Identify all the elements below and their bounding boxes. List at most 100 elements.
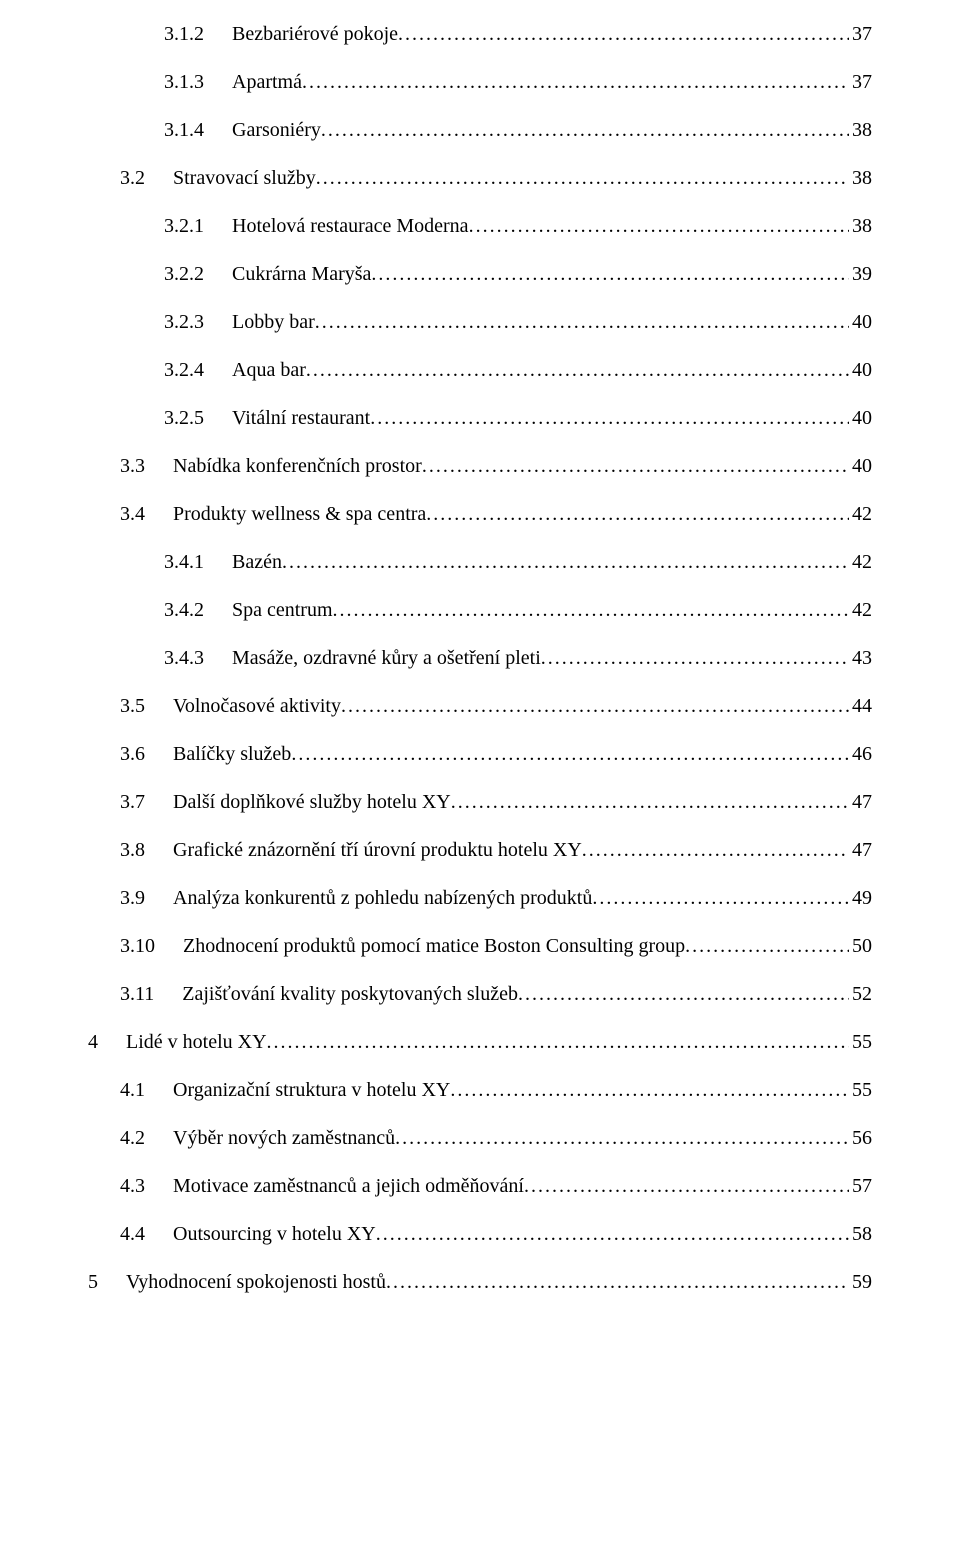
toc-entry: 3.4.3 Masáže, ozdravné kůry a ošetření pl… [88, 648, 872, 668]
toc-entry-title: Nabídka konferenčních prostor [173, 456, 422, 476]
toc-leader-dots [469, 216, 849, 236]
toc-entry-page: 40 [849, 360, 872, 380]
toc-leader-dots [422, 456, 849, 476]
toc-leader-dots [518, 984, 849, 1004]
toc-entry-number: 3.2.2 [164, 264, 204, 284]
toc-leader-dots [333, 600, 849, 620]
toc-entry-page: 52 [849, 984, 872, 1004]
toc-entry: 3.10Zhodnocení produktů pomocí matice Bo… [88, 936, 872, 956]
toc-entry-number: 3.10 [120, 936, 155, 956]
toc-leader-dots [685, 936, 849, 956]
toc-entry-page: 38 [849, 120, 872, 140]
toc-entry-number: 5 [88, 1272, 98, 1292]
toc-entry-page: 47 [849, 792, 872, 812]
toc-entry-title: Apartmá [232, 72, 302, 92]
toc-entry-page: 39 [849, 264, 872, 284]
toc-entry-title: Grafické znázornění tří úrovní produktu … [173, 840, 582, 860]
toc-entry: 4.4 Outsourcing v hotelu XY 58 [88, 1224, 872, 1244]
toc-entry: 3.4 Produkty wellness & spa centra 42 [88, 504, 872, 524]
toc-entry-number: 3.2 [120, 168, 145, 188]
table-of-contents: 3.1.2Bezbariérové pokoje373.1.3Apartmá37… [88, 24, 872, 1320]
toc-entry: 4.1 Organizační struktura v hotelu XY 55 [88, 1080, 872, 1100]
toc-entry-number: 3.2.3 [164, 312, 204, 332]
toc-entry-number: 3.11 [120, 984, 154, 1004]
toc-entry-title: Outsourcing v hotelu XY [173, 1224, 376, 1244]
toc-entry-title: Další doplňkové služby hotelu XY [173, 792, 451, 812]
toc-entry-number: 3.4.3 [164, 648, 204, 668]
toc-leader-dots [341, 696, 849, 716]
toc-entry-number: 3.5 [120, 696, 145, 716]
toc-entry-page: 42 [849, 504, 872, 524]
toc-entry: 3.2.4 Aqua bar 40 [88, 360, 872, 380]
toc-entry-title: Volnočasové aktivity [173, 696, 341, 716]
toc-entry-number: 3.4 [120, 504, 145, 524]
toc-entry: 3.4.1Bazén42 [88, 552, 872, 572]
toc-entry-number: 4.3 [120, 1176, 145, 1196]
toc-entry-page: 49 [849, 888, 872, 908]
toc-entry-page: 43 [849, 648, 872, 668]
toc-entry-page: 40 [849, 408, 872, 428]
toc-leader-dots [370, 408, 849, 428]
toc-entry-page: 59 [849, 1272, 872, 1292]
toc-entry-number: 3.4.1 [164, 552, 204, 572]
toc-leader-dots [316, 168, 849, 188]
toc-entry-title: Aqua bar [232, 360, 306, 380]
toc-entry-page: 55 [849, 1080, 872, 1100]
toc-leader-dots [541, 648, 849, 668]
toc-leader-dots [451, 792, 849, 812]
toc-leader-dots [302, 72, 849, 92]
toc-entry-number: 3.6 [120, 744, 145, 764]
toc-entry-title: Bezbariérové pokoje [232, 24, 398, 44]
toc-leader-dots [582, 840, 849, 860]
toc-leader-dots [267, 1032, 849, 1052]
toc-entry: 3.1.3Apartmá37 [88, 72, 872, 92]
toc-leader-dots [395, 1128, 849, 1148]
toc-leader-dots [376, 1224, 849, 1244]
toc-entry-number: 3.2.4 [164, 360, 204, 380]
toc-entry-title: Organizační struktura v hotelu XY [173, 1080, 450, 1100]
toc-entry-page: 58 [849, 1224, 872, 1244]
toc-entry-title: Motivace zaměstnanců a jejich odměňování [173, 1176, 524, 1196]
toc-entry-page: 50 [849, 936, 872, 956]
toc-entry-number: 4.4 [120, 1224, 145, 1244]
toc-entry-page: 38 [849, 216, 872, 236]
toc-entry-title: Produkty wellness & spa centra [173, 504, 426, 524]
toc-entry-number: 3.3 [120, 456, 145, 476]
toc-entry-page: 44 [849, 696, 872, 716]
toc-entry-title: Cukrárna Maryša [232, 264, 371, 284]
toc-entry: 3.5 Volnočasové aktivity 44 [88, 696, 872, 716]
toc-entry-title: Výběr nových zaměstnanců [173, 1128, 395, 1148]
toc-entry: 3.3 Nabídka konferenčních prostor 40 [88, 456, 872, 476]
toc-entry: 4.3 Motivace zaměstnanců a jejich odměňov… [88, 1176, 872, 1196]
toc-entry-title: Analýza konkurentů z pohledu nabízených … [173, 888, 592, 908]
toc-entry: 3.2Stravovací služby38 [88, 168, 872, 188]
toc-entry: 3.1.2Bezbariérové pokoje37 [88, 24, 872, 44]
toc-leader-dots [282, 552, 849, 572]
toc-entry-page: 55 [849, 1032, 872, 1052]
toc-entry-number: 3.2.5 [164, 408, 204, 428]
toc-entry-number: 4.1 [120, 1080, 145, 1100]
toc-entry-number: 3.1.2 [164, 24, 204, 44]
toc-leader-dots [592, 888, 849, 908]
toc-leader-dots [291, 744, 849, 764]
toc-entry: 3.4.2Spa centrum42 [88, 600, 872, 620]
toc-entry: 3.1.4Garsoniéry38 [88, 120, 872, 140]
toc-entry: 4.2Výběr nových zaměstnanců56 [88, 1128, 872, 1148]
toc-entry-title: Vitální restaurant [232, 408, 370, 428]
toc-entry-page: 47 [849, 840, 872, 860]
toc-entry-title: Bazén [232, 552, 282, 572]
toc-entry-number: 3.1.4 [164, 120, 204, 140]
toc-entry-page: 40 [849, 456, 872, 476]
toc-entry-page: 40 [849, 312, 872, 332]
toc-leader-dots [386, 1272, 849, 1292]
toc-entry-page: 42 [849, 600, 872, 620]
toc-entry-number: 3.8 [120, 840, 145, 860]
toc-entry: 3.9 Analýza konkurentů z pohledu nabízený… [88, 888, 872, 908]
toc-entry-title: Masáže, ozdravné kůry a ošetření pleti [232, 648, 541, 668]
toc-entry-number: 3.9 [120, 888, 145, 908]
toc-leader-dots [321, 120, 849, 140]
toc-entry-page: 46 [849, 744, 872, 764]
toc-leader-dots [371, 264, 849, 284]
toc-entry-number: 4 [88, 1032, 98, 1052]
toc-entry-title: Balíčky služeb [173, 744, 291, 764]
